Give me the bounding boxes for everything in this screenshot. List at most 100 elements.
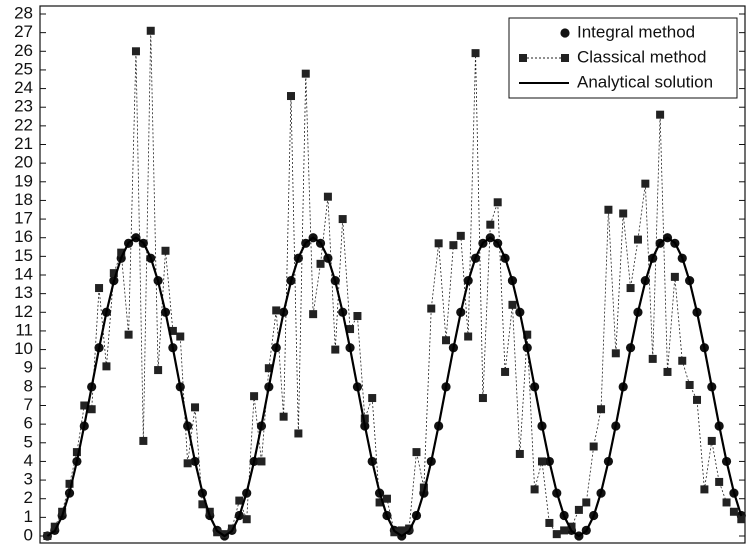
- marker: [80, 401, 89, 410]
- marker: [670, 272, 679, 281]
- marker: [87, 405, 96, 414]
- marker: [685, 380, 694, 389]
- y-tick-label: 2: [24, 488, 33, 507]
- marker: [250, 392, 259, 401]
- legend-label: Analytical solution: [577, 72, 713, 91]
- marker: [95, 284, 104, 293]
- marker: [464, 332, 473, 341]
- marker: [205, 507, 214, 516]
- marker: [242, 515, 251, 524]
- marker: [346, 325, 355, 334]
- marker: [707, 436, 716, 445]
- marker: [715, 477, 724, 486]
- y-tick-label: 0: [24, 525, 33, 544]
- marker: [574, 505, 583, 514]
- marker: [353, 312, 362, 321]
- marker: [523, 330, 532, 339]
- marker: [419, 483, 428, 492]
- marker: [102, 362, 111, 371]
- marker: [412, 448, 421, 457]
- marker: [567, 522, 576, 531]
- marker: [154, 366, 163, 375]
- marker: [493, 198, 502, 207]
- marker: [648, 354, 657, 363]
- y-tick-label: 19: [14, 171, 33, 190]
- marker: [604, 205, 613, 214]
- marker: [537, 457, 546, 466]
- y-tick-label: 13: [14, 283, 33, 302]
- marker: [191, 403, 200, 412]
- marker: [530, 485, 539, 494]
- marker: [139, 436, 148, 445]
- y-tick-label: 17: [14, 209, 33, 228]
- marker: [582, 498, 591, 507]
- marker: [235, 496, 244, 505]
- marker: [220, 530, 229, 539]
- y-tick-label: 22: [14, 115, 33, 134]
- marker: [641, 179, 650, 188]
- y-tick-label: 28: [14, 3, 33, 22]
- y-tick-label: 3: [24, 470, 33, 489]
- marker: [168, 326, 177, 335]
- marker: [286, 92, 295, 101]
- y-tick-label: 23: [14, 97, 33, 116]
- marker: [338, 215, 347, 224]
- marker: [368, 394, 377, 403]
- y-tick-label: 6: [24, 414, 33, 433]
- marker: [183, 459, 192, 468]
- marker: [700, 485, 709, 494]
- y-tick-label: 12: [14, 302, 33, 321]
- marker: [729, 507, 738, 516]
- y-tick-label: 16: [14, 227, 33, 246]
- marker: [560, 526, 569, 535]
- marker: [316, 259, 325, 268]
- marker: [309, 310, 318, 319]
- marker: [294, 429, 303, 438]
- marker: [161, 246, 170, 255]
- marker: [331, 345, 340, 354]
- marker: [131, 47, 140, 56]
- marker: [456, 231, 465, 240]
- marker: [323, 192, 332, 201]
- legend-label: Classical method: [577, 47, 706, 66]
- marker: [109, 269, 118, 278]
- series-line: [46, 236, 743, 538]
- y-tick-label: 11: [15, 320, 33, 339]
- marker: [619, 209, 628, 218]
- marker: [176, 332, 185, 341]
- marker: [626, 284, 635, 293]
- marker: [471, 49, 480, 58]
- y-tick-label: 18: [14, 190, 33, 209]
- marker: [611, 349, 620, 358]
- y-tick-label: 25: [14, 59, 33, 78]
- marker: [486, 220, 495, 229]
- marker: [360, 414, 369, 423]
- y-tick-label: 5: [24, 432, 33, 451]
- marker: [678, 356, 687, 365]
- marker: [301, 69, 310, 78]
- marker: [515, 449, 524, 458]
- y-tick-label: 21: [14, 134, 33, 153]
- marker: [663, 367, 672, 376]
- marker: [124, 330, 133, 339]
- marker: [722, 498, 731, 507]
- legend-label: Integral method: [577, 22, 695, 41]
- marker: [552, 530, 561, 539]
- marker: [72, 448, 81, 457]
- marker: [449, 241, 458, 250]
- legend-swatch: [561, 54, 569, 62]
- marker: [737, 515, 746, 524]
- series-line: [47, 30, 742, 537]
- y-tick-label: 14: [14, 264, 33, 283]
- y-tick-label: 20: [14, 153, 33, 172]
- marker: [442, 336, 451, 345]
- marker: [198, 500, 207, 509]
- y-tick-label: 27: [14, 22, 33, 41]
- marker: [508, 300, 517, 309]
- marker: [375, 498, 384, 507]
- y-tick-label: 1: [24, 507, 33, 526]
- y-tick-label: 15: [14, 246, 33, 265]
- marker: [382, 494, 391, 503]
- legend-swatch: [519, 54, 527, 62]
- marker: [427, 304, 436, 313]
